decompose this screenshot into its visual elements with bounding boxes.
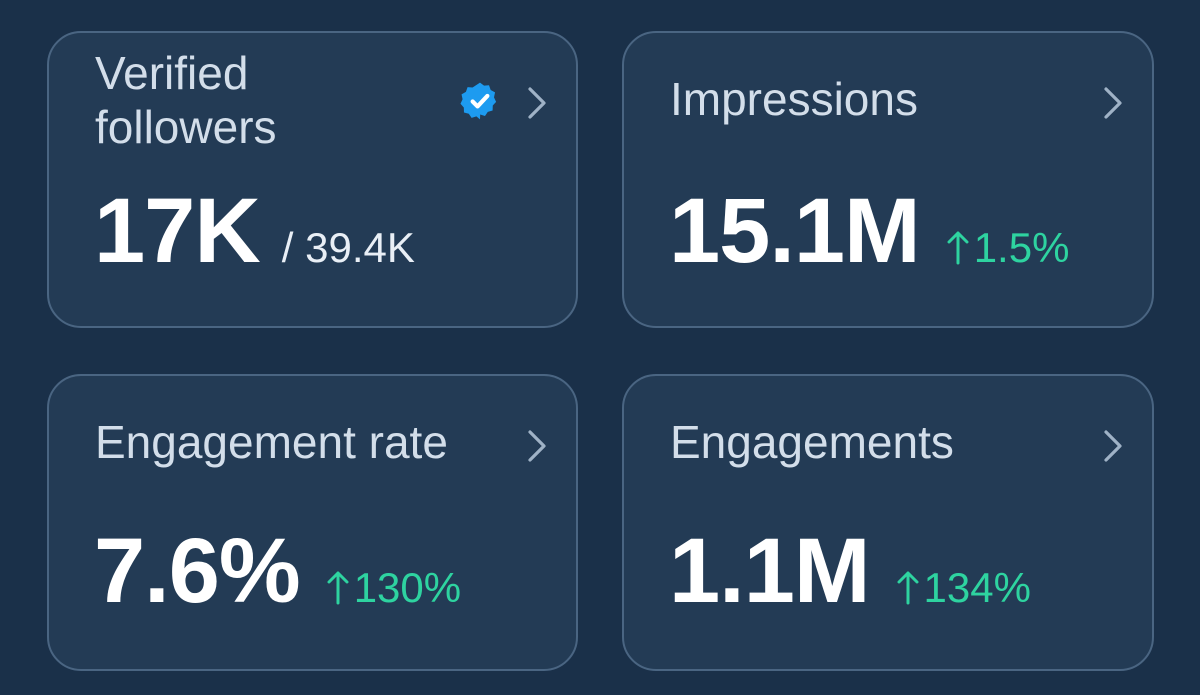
delta-badge: 1.5% [946, 224, 1070, 272]
verified-followers-card[interactable]: Verified followers 17K / 39.4K [47, 31, 578, 328]
verified-badge-icon [460, 82, 497, 120]
delta-badge: 134% [896, 564, 1031, 612]
value-row: 7.6% 130% [94, 523, 461, 619]
engagement-rate-card[interactable]: Engagement rate 7.6% 130% [47, 374, 578, 671]
total-followers-value: / 39.4K [281, 224, 415, 271]
engagements-value: 1.1M [669, 520, 871, 622]
arrow-up-icon [327, 571, 349, 605]
delta-value: 1.5% [973, 224, 1070, 271]
arrow-up-icon [947, 231, 969, 265]
arrow-up-icon [897, 571, 919, 605]
chevron-right-icon [528, 430, 546, 462]
chevron-right-icon [1104, 430, 1122, 462]
card-title: Engagement rate [95, 416, 448, 468]
value-row: 17K / 39.4K [94, 183, 415, 279]
delta-badge: 130% [326, 564, 461, 612]
value-row: 15.1M 1.5% [669, 183, 1069, 279]
value-row: 1.1M 134% [669, 523, 1031, 619]
card-title: Verified followers [95, 47, 277, 153]
engagements-card[interactable]: Engagements 1.1M 134% [622, 374, 1154, 671]
impressions-value: 15.1M [669, 180, 921, 282]
delta-value: 130% [353, 564, 462, 611]
verified-followers-value: 17K [94, 180, 261, 282]
card-title: Impressions [670, 73, 918, 125]
delta-value: 134% [923, 564, 1031, 611]
chevron-right-icon [1104, 87, 1122, 119]
card-title: Engagements [670, 416, 954, 468]
engagement-rate-value: 7.6% [94, 520, 301, 622]
chevron-right-icon [528, 87, 546, 119]
impressions-card[interactable]: Impressions 15.1M 1.5% [622, 31, 1154, 328]
